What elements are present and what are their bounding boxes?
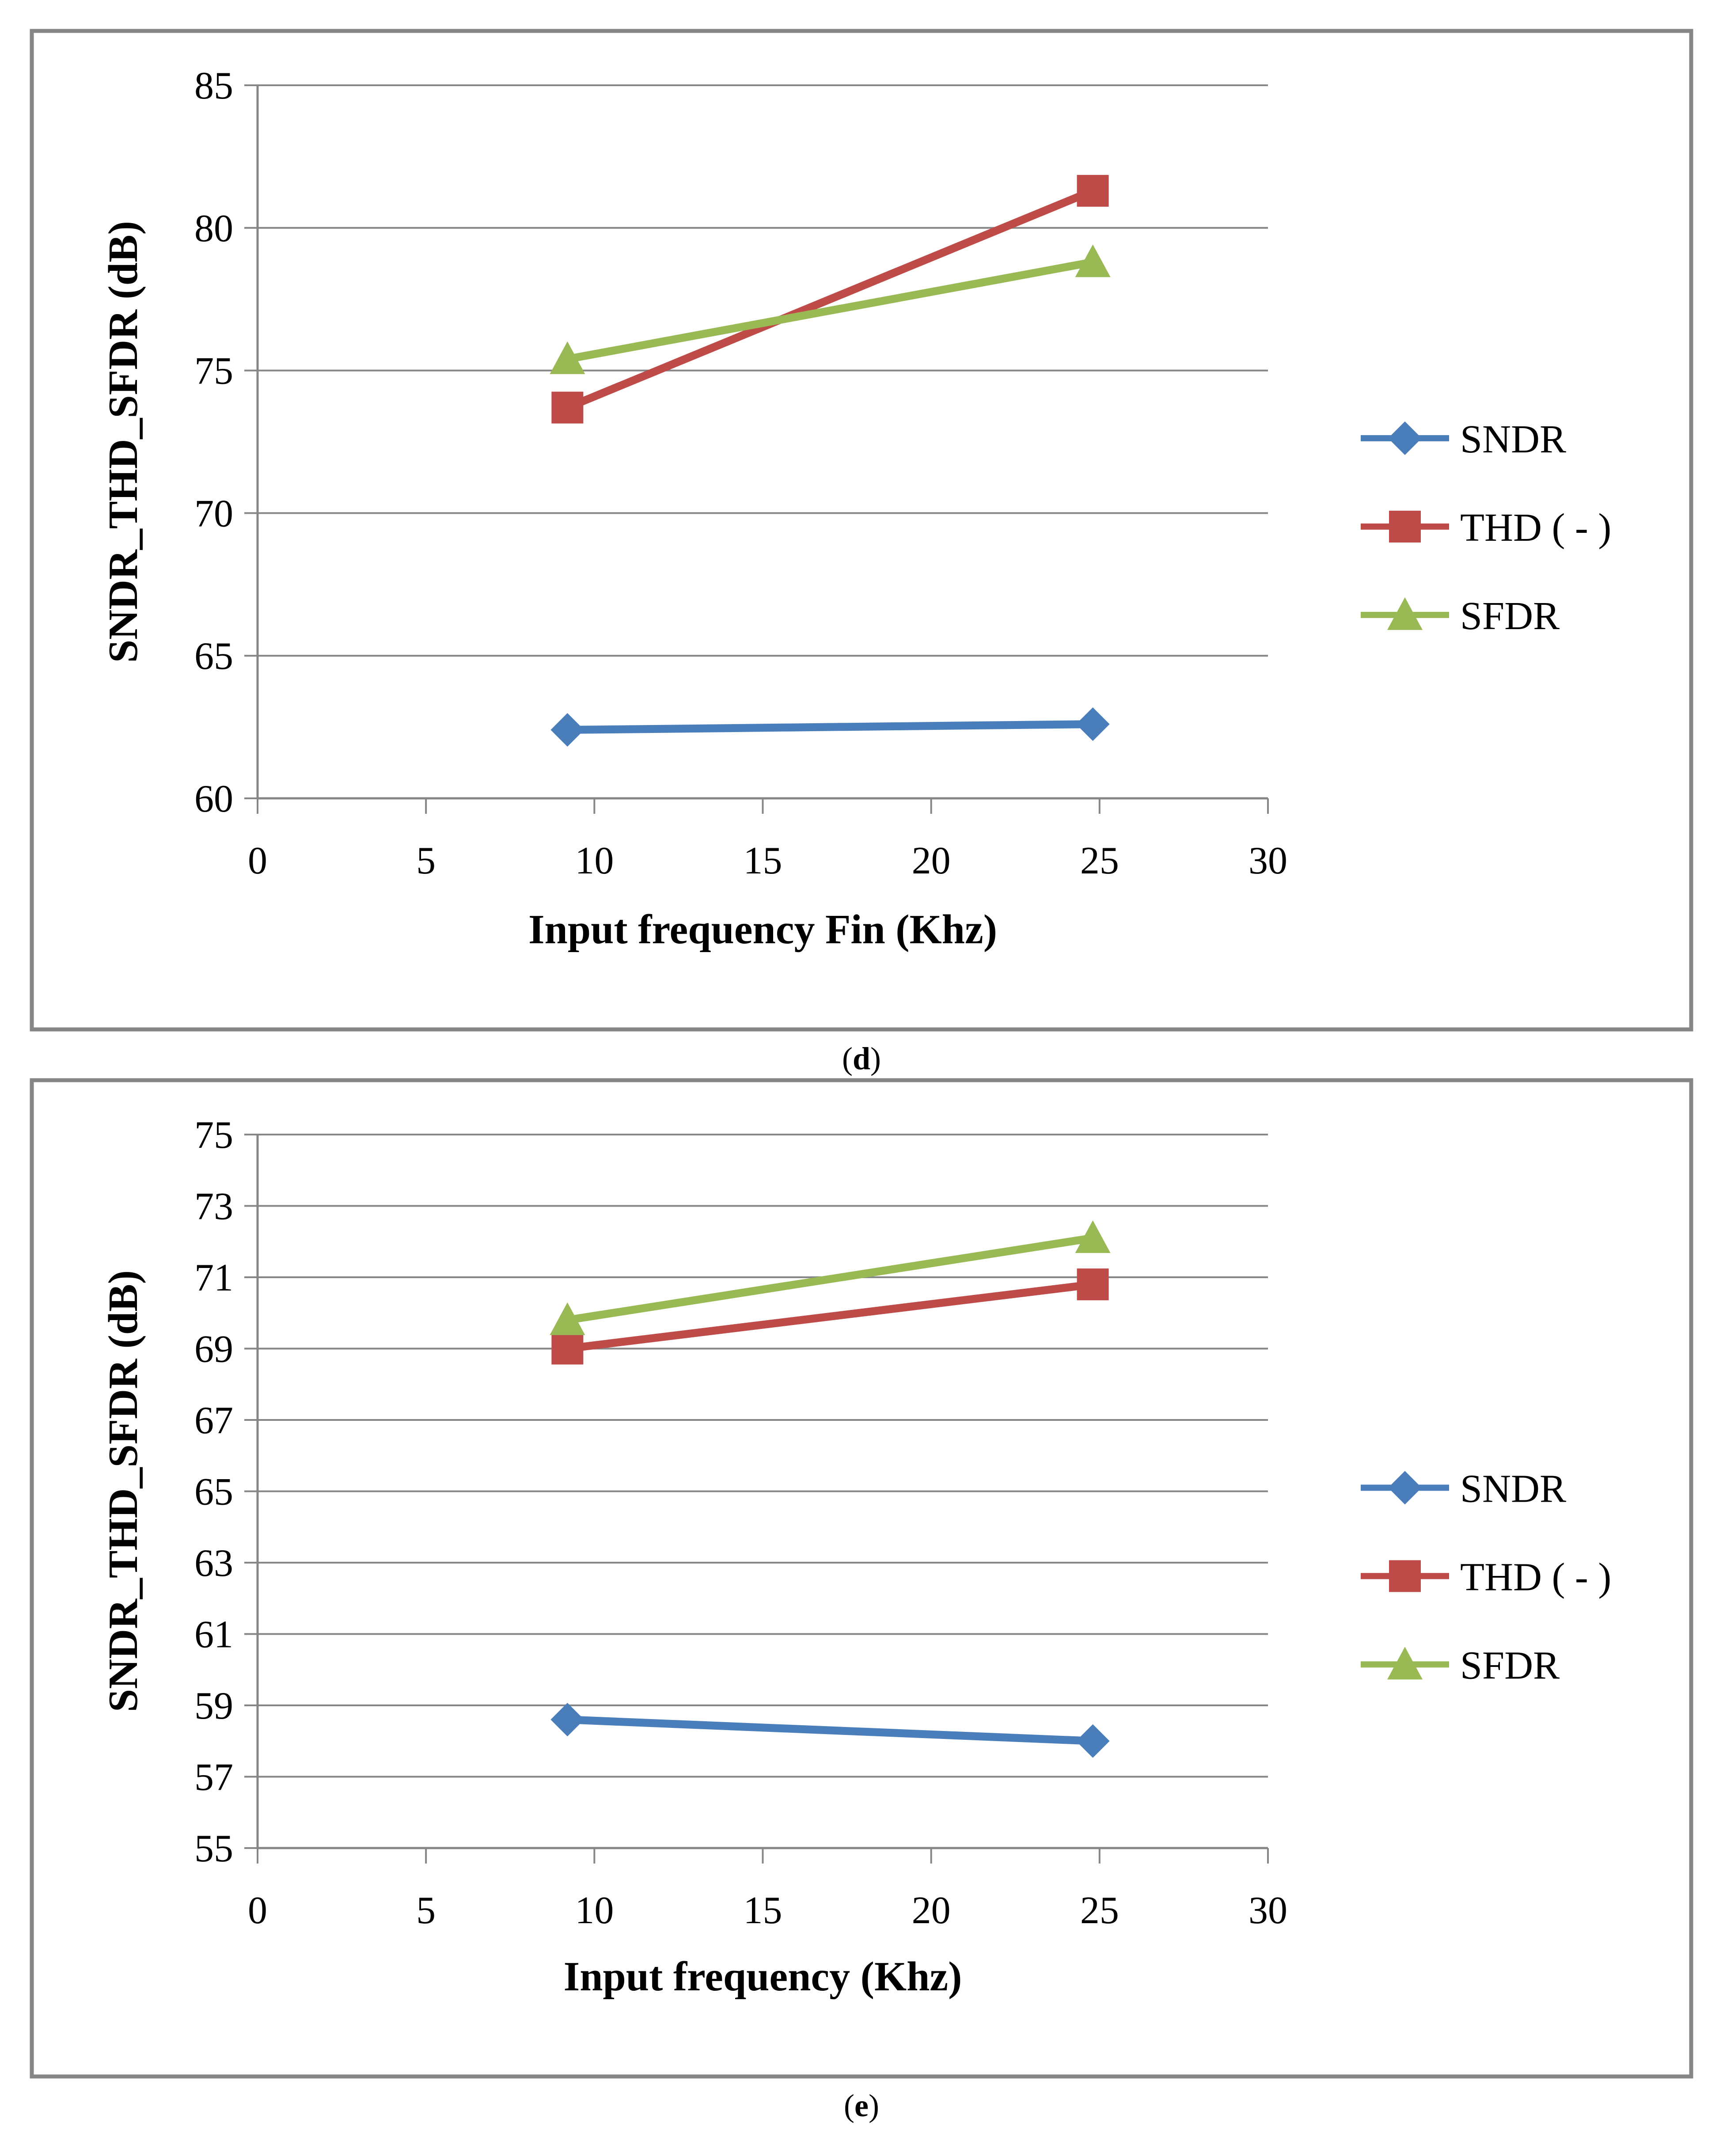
chart-e-ytick-label: 65 (194, 1471, 233, 1514)
chart-d-legend-thd-marker (1389, 510, 1421, 543)
chart-e-ytick-label: 75 (194, 1114, 233, 1157)
chart-d-legend-sfdr-marker (1387, 597, 1423, 630)
caption-e-open: ( (844, 2088, 854, 2123)
caption-e-letter: e (854, 2088, 869, 2123)
chart-d-series-sfdr-line (563, 258, 1097, 363)
chart-d-ytick-label: 80 (194, 207, 233, 250)
chart-e-ytick-label: 69 (194, 1328, 233, 1371)
chart-e-legend-thd-label: THD ( - ) (1460, 1555, 1611, 1599)
chart-d-ytick-label: 70 (194, 492, 233, 535)
chart-e-series-sfdr-point (550, 1302, 585, 1335)
chart-d-legend-sndr-marker (1388, 421, 1422, 455)
caption-d-letter: d (853, 1041, 870, 1076)
chart-e-series-sfdr-line (563, 1234, 1097, 1324)
chart-e-legend-sndr-label: SNDR (1460, 1467, 1566, 1511)
chart-d-legend-sndr-label: SNDR (1460, 418, 1566, 461)
chart-e-series-sndr-point (1076, 1724, 1110, 1758)
chart-e-series-sndr-line (563, 1716, 1097, 1745)
chart-d-series-sfdr-point (1075, 244, 1111, 277)
caption-d: (d) (842, 1041, 881, 1076)
chart-e-xtick-label: 25 (1080, 1889, 1119, 1932)
chart-d-ytick-label: 60 (194, 778, 233, 820)
chart-e-series-sfdr-point (1075, 1220, 1111, 1253)
caption-d-close: ) (870, 1041, 881, 1076)
chart-e-ytick-label: 67 (194, 1399, 233, 1442)
chart-e-ytick-label: 57 (194, 1756, 233, 1799)
chart-d-series-sndr-line (563, 720, 1097, 734)
chart-e-ytick-label: 59 (194, 1685, 233, 1727)
chart-d-xtick-label: 5 (416, 839, 436, 882)
chart-d-ytick-label: 75 (194, 350, 233, 393)
chart-e-ytick-label: 55 (194, 1827, 233, 1870)
chart-e-legend-thd-marker (1389, 1560, 1421, 1592)
chart-d-series-sndr-point (1076, 707, 1110, 741)
chart-d-xtick-label: 10 (575, 839, 614, 882)
caption-d-open: ( (842, 1041, 853, 1076)
chart-d-xtick-label: 30 (1249, 839, 1287, 882)
chart-e-ytick-label: 63 (194, 1542, 233, 1585)
chart-e-ytick-label: 61 (194, 1613, 233, 1656)
chart-d-legend-thd-label: THD ( - ) (1460, 506, 1611, 550)
chart-d-y-axis-title: SNDR_THD_SFDR (dB) (100, 221, 146, 663)
chart-e-y-axis-title: SNDR_THD_SFDR (dB) (100, 1270, 146, 1712)
chart-e-legend-sfdr-marker (1387, 1647, 1423, 1680)
chart-d-xtick-label: 15 (744, 839, 782, 882)
chart-d-legend-sfdr-label: SFDR (1460, 594, 1560, 638)
chart-d-series-thd-line (563, 186, 1097, 412)
chart-e-xtick-label: 0 (248, 1889, 267, 1932)
chart-d-series-sndr-point (550, 713, 584, 747)
chart-e-ytick-label: 73 (194, 1185, 233, 1228)
chart-e-xtick-label: 15 (744, 1889, 782, 1932)
chart-e-legend-sfdr-label: SFDR (1460, 1644, 1560, 1687)
chart-e-xtick-label: 30 (1249, 1889, 1287, 1932)
chart-e-x-axis-title: Input frequency (Khz) (564, 1954, 962, 2000)
chart-d-series-thd-point (1077, 175, 1109, 207)
chart-d-xtick-label: 0 (248, 839, 267, 882)
chart-panel-d: 60 65 70 75 80 85 0 5 10 15 20 25 30 Input frequency … (30, 29, 1693, 1032)
chart-e-xtick-label: 20 (912, 1889, 951, 1932)
chart-e-ytick-label: 71 (194, 1256, 233, 1299)
chart-d-x-axis-title: Input frequency Fin (Khz) (528, 907, 997, 953)
chart-e-series-sndr-point (550, 1703, 584, 1737)
chart-d-xtick-label: 25 (1080, 839, 1119, 882)
chart-d-ytick-label: 85 (194, 65, 233, 107)
chart-d-frame (30, 29, 1693, 1032)
chart-e-series-thd-point (1077, 1268, 1109, 1301)
chart-e-legend-sndr-marker (1388, 1471, 1422, 1505)
chart-e-xtick-label: 5 (416, 1889, 436, 1932)
caption-e: (e) (844, 2088, 879, 2123)
chart-d-series-sfdr-point (550, 341, 585, 374)
caption-e-close: ) (869, 2088, 879, 2123)
chart-d-series-thd-point (551, 391, 584, 424)
chart-d-ytick-label: 65 (194, 635, 233, 678)
chart-e-xtick-label: 10 (575, 1889, 614, 1932)
chart-e-series-thd-line (563, 1280, 1097, 1353)
chart-e-series-thd-point (551, 1332, 584, 1365)
chart-d-xtick-label: 20 (912, 839, 951, 882)
chart-panel-e: 55 57 59 61 63 65 67 69 71 73 75 0 5 10 15 20 25 30 Input … (30, 1078, 1693, 2079)
